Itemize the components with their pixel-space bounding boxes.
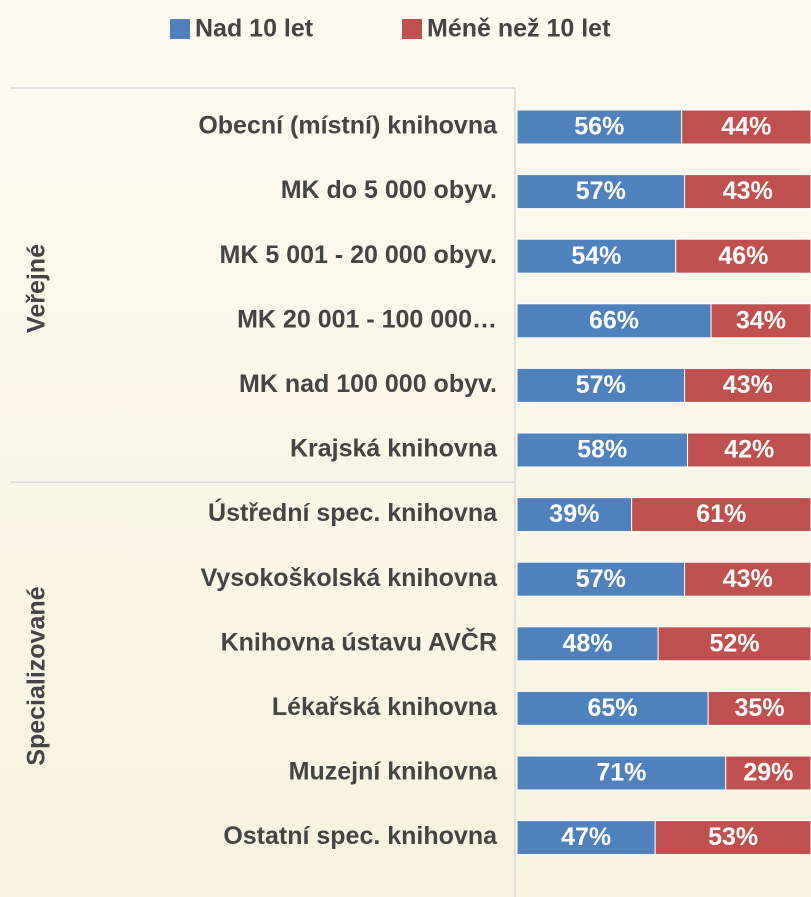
- value-label: 54%: [571, 242, 621, 270]
- category-label: Ústřední spec. knihovna: [208, 497, 498, 527]
- value-label: 34%: [736, 306, 786, 334]
- bar-segment: [516, 432, 689, 468]
- category-label: MK 20 001 - 100 000…: [237, 305, 497, 333]
- category-label: MK 5 001 - 20 000 obyv.: [220, 241, 497, 269]
- bar-segment: [516, 109, 683, 145]
- bar-segment: [684, 561, 811, 597]
- value-label: 56%: [574, 113, 624, 141]
- legend-label: Méně než 10 let: [427, 15, 611, 43]
- bar-segment: [516, 174, 686, 210]
- value-label: 43%: [723, 371, 773, 399]
- bar-segment: [681, 109, 811, 145]
- bar-segment: [707, 690, 811, 726]
- value-label: 43%: [723, 177, 773, 205]
- bar-segment: [675, 238, 811, 274]
- legend-swatch: [402, 19, 422, 39]
- value-label: 29%: [743, 759, 793, 787]
- category-label: MK nad 100 000 obyv.: [239, 370, 497, 398]
- bar-segment: [725, 755, 811, 791]
- legend-label: Nad 10 let: [195, 15, 314, 43]
- value-label: 71%: [596, 759, 646, 787]
- bar-segment: [516, 303, 712, 339]
- value-label: 58%: [577, 436, 627, 464]
- bar-segment: [687, 432, 811, 468]
- bar-segment: [710, 303, 811, 339]
- category-label: Ostatní spec. knihovna: [223, 822, 498, 850]
- value-label: 57%: [576, 565, 626, 593]
- value-label: 53%: [708, 823, 758, 851]
- value-label: 57%: [576, 371, 626, 399]
- group-label: Veřejné: [23, 244, 51, 333]
- value-label: 43%: [723, 565, 773, 593]
- bar-segment: [631, 497, 811, 533]
- value-label: 48%: [563, 629, 613, 657]
- bar-segment: [516, 367, 686, 403]
- value-label: 44%: [721, 113, 771, 141]
- value-label: 42%: [724, 436, 774, 464]
- bar-segment: [516, 755, 727, 791]
- value-label: 65%: [588, 694, 638, 722]
- bar-segment: [654, 820, 811, 856]
- bar-segment: [516, 561, 686, 597]
- category-label: Lékařská knihovna: [272, 693, 498, 721]
- category-label: Muzejní knihovna: [289, 758, 498, 786]
- bar-segment: [684, 174, 811, 210]
- bar-segment: [516, 626, 659, 662]
- category-label: Obecní (místní) knihovna: [198, 112, 498, 140]
- value-label: 57%: [576, 177, 626, 205]
- bar-segment: [657, 626, 811, 662]
- category-label: Krajská knihovna: [290, 435, 498, 463]
- bar-segment: [516, 690, 709, 726]
- legend-swatch: [170, 19, 190, 39]
- value-label: 39%: [549, 500, 599, 528]
- bar-segment: [684, 367, 811, 403]
- value-label: 66%: [589, 306, 639, 334]
- value-label: 61%: [696, 500, 746, 528]
- value-label: 35%: [735, 694, 785, 722]
- category-label: MK do 5 000 obyv.: [281, 176, 497, 204]
- value-label: 47%: [561, 823, 611, 851]
- category-label: Knihovna ústavu AVČR: [221, 626, 497, 656]
- bar-segment: [516, 497, 633, 533]
- value-label: 46%: [718, 242, 768, 270]
- bar-segment: [516, 820, 656, 856]
- category-label: Vysokoškolská knihovna: [201, 564, 499, 592]
- group-label: Specializované: [23, 586, 51, 765]
- value-label: 52%: [710, 629, 760, 657]
